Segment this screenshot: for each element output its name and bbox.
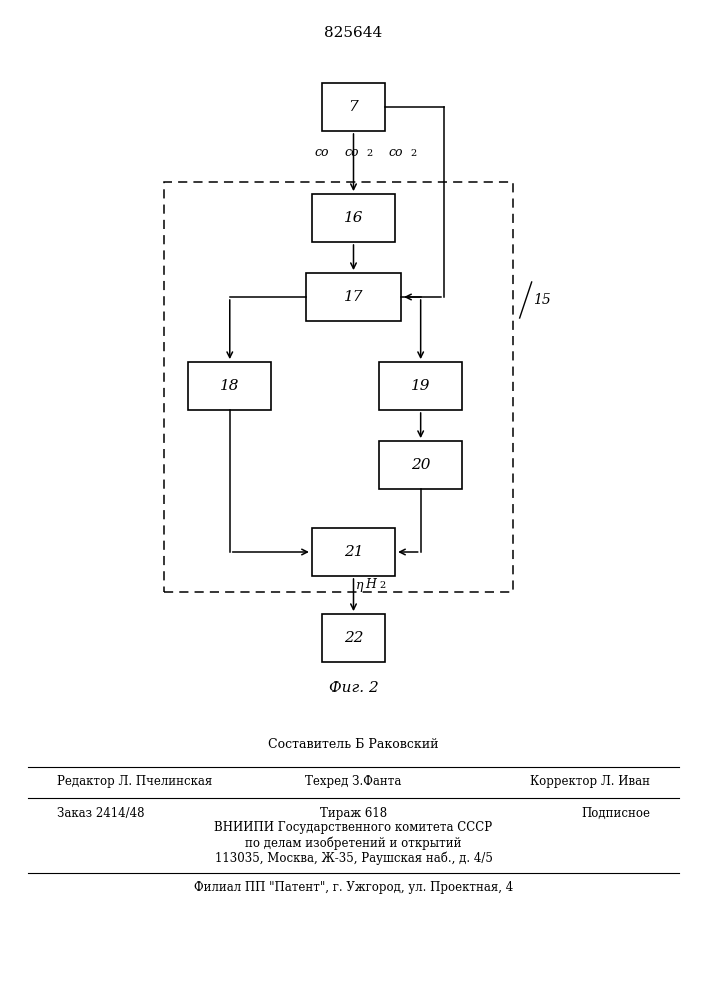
Text: 22: 22 xyxy=(344,631,363,645)
Text: 15: 15 xyxy=(533,293,551,307)
Bar xyxy=(379,362,462,410)
Text: по делам изобретений и открытий: по делам изобретений и открытий xyxy=(245,836,462,850)
Text: co: co xyxy=(315,145,329,158)
Text: 17: 17 xyxy=(344,290,363,304)
Text: Подписное: Подписное xyxy=(581,806,650,820)
Text: H: H xyxy=(365,578,376,591)
Text: Составитель Б Раковский: Составитель Б Раковский xyxy=(268,738,439,752)
Text: co: co xyxy=(345,145,359,158)
Text: 825644: 825644 xyxy=(325,26,382,40)
Bar xyxy=(322,83,385,131)
Bar xyxy=(188,362,271,410)
Text: ВНИИПИ Государственного комитета СССР: ВНИИПИ Государственного комитета СССР xyxy=(214,822,493,834)
Text: 7: 7 xyxy=(349,100,358,114)
Text: η: η xyxy=(356,578,363,591)
Text: 2: 2 xyxy=(379,581,385,590)
Text: Фиг. 2: Фиг. 2 xyxy=(329,681,378,695)
Bar xyxy=(164,182,513,592)
Text: co: co xyxy=(389,145,403,158)
Text: 113035, Москва, Ж-35, Раушская наб., д. 4/5: 113035, Москва, Ж-35, Раушская наб., д. … xyxy=(214,851,493,865)
Text: 21: 21 xyxy=(344,545,363,559)
Bar xyxy=(305,273,402,321)
Bar xyxy=(379,441,462,489)
Text: Филиал ПП "Патент", г. Ужгород, ул. Проектная, 4: Филиал ПП "Патент", г. Ужгород, ул. Прое… xyxy=(194,882,513,894)
Text: 19: 19 xyxy=(411,379,431,393)
Text: Тираж 618: Тираж 618 xyxy=(320,806,387,820)
Text: Редактор Л. Пчелинская: Редактор Л. Пчелинская xyxy=(57,776,212,788)
Text: 16: 16 xyxy=(344,211,363,225)
Text: 20: 20 xyxy=(411,458,431,472)
Bar xyxy=(312,528,395,576)
Text: Корректор Л. Иван: Корректор Л. Иван xyxy=(530,776,650,788)
Bar xyxy=(312,194,395,242)
Text: 18: 18 xyxy=(220,379,240,393)
Text: Техред З.Фанта: Техред З.Фанта xyxy=(305,776,402,788)
Bar xyxy=(322,614,385,662)
Text: Заказ 2414/48: Заказ 2414/48 xyxy=(57,806,144,820)
Text: 2: 2 xyxy=(410,149,416,158)
Text: 2: 2 xyxy=(366,149,373,158)
